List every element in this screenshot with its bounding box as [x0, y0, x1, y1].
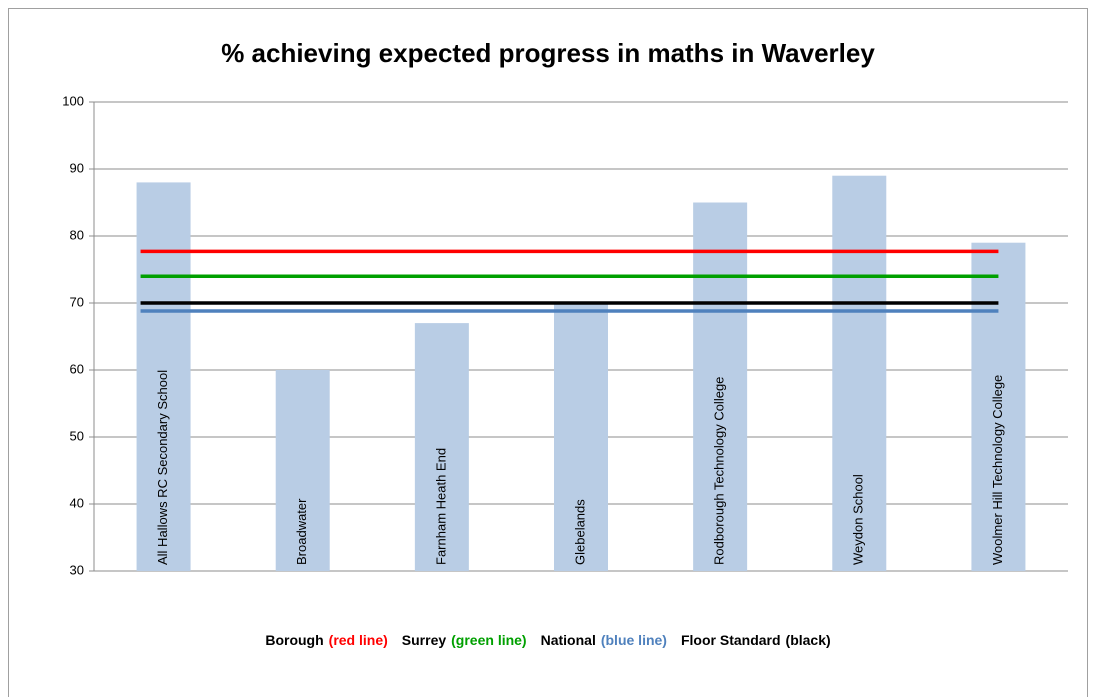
legend-name: National: [541, 632, 596, 648]
bar: [832, 175, 887, 571]
bar: [136, 182, 191, 571]
legend-name: Floor Standard: [681, 632, 781, 648]
y-tick-label: 50: [70, 428, 84, 443]
y-tick-label: 30: [70, 562, 84, 577]
legend: Borough (red line) Surrey (green line) Natio…: [265, 632, 830, 648]
x-tick-label: Broadwater: [294, 498, 309, 565]
chart-title: % achieving expected progress in maths i…: [221, 38, 875, 68]
bar: [693, 202, 748, 571]
x-tick-label: Weydon School: [851, 474, 866, 565]
x-tick-label: Farnham Heath End: [433, 448, 448, 565]
y-tick-label: 70: [70, 294, 84, 309]
bar: [414, 323, 469, 571]
y-tick-label: 90: [70, 160, 84, 175]
legend-name: Borough: [265, 632, 323, 648]
bar: [971, 242, 1026, 571]
legend-note: (red line): [329, 632, 388, 648]
y-tick-label: 100: [62, 93, 84, 108]
x-tick-label: Rodborough Technology College: [712, 377, 727, 565]
bar: [554, 303, 608, 571]
y-tick-label: 40: [70, 495, 84, 510]
y-tick-label: 80: [70, 227, 84, 242]
x-tick-label: Glebelands: [572, 499, 587, 565]
legend-note: (black): [786, 632, 831, 648]
y-tick-label: 60: [70, 361, 84, 376]
x-tick-label: All Hallows RC Secondary School: [155, 370, 170, 565]
legend-note: (green line): [451, 632, 526, 648]
legend-note: (blue line): [601, 632, 667, 648]
bar: [275, 370, 330, 571]
x-tick-label: Woolmer Hill Technology College: [990, 375, 1005, 565]
legend-name: Surrey: [402, 632, 447, 648]
